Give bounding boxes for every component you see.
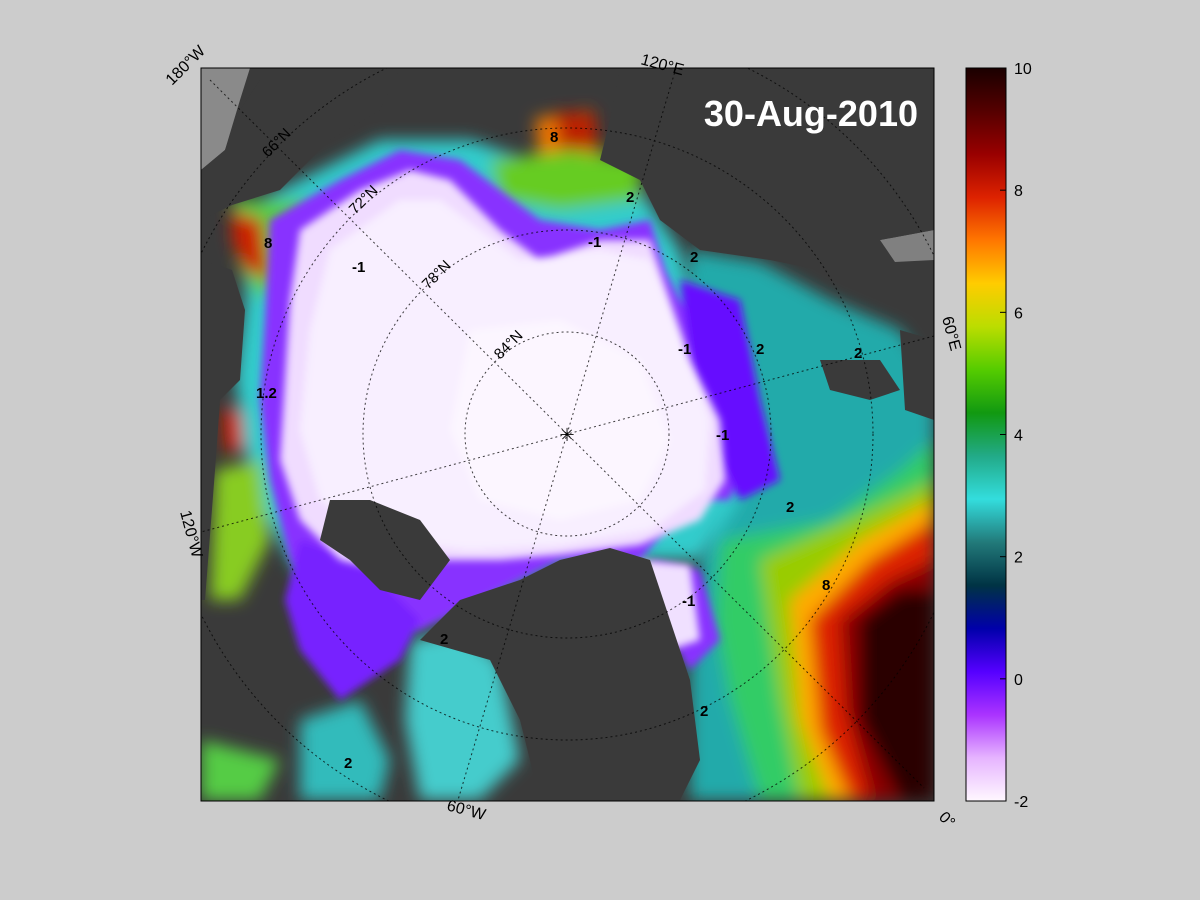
contour-label: 2	[786, 499, 794, 516]
colorbar-tick-label: 2	[1014, 550, 1023, 567]
latitude-circle-78	[362, 229, 772, 639]
latitude-circle-84	[464, 331, 670, 537]
land-grey-top-left	[201, 68, 250, 170]
contour-label: 8	[550, 129, 558, 146]
graticule	[201, 68, 934, 801]
colorbar: 10 8 6 4 2 0 -2	[965, 61, 1032, 811]
contour-labels: -1 -1 -1 -1 2 2 2 2 2 2 2 2 8 8 8 -1 1.2	[256, 129, 862, 772]
north-pole-marker: ✳	[559, 425, 574, 445]
contour-label: -1	[588, 234, 601, 251]
land-grey-right	[880, 230, 934, 262]
contour-label: 2	[690, 249, 698, 266]
greenland	[420, 548, 700, 800]
map-panel: ✳ 66°N 72°N 78°N 84°N -1 -1 -1 -1 2 2 2 …	[201, 68, 934, 801]
contour-label: 2	[626, 189, 634, 206]
latitude-circle-72	[260, 127, 874, 741]
contour-label: 2	[756, 341, 764, 358]
contour-label: 2	[700, 703, 708, 720]
contour-label: 2	[344, 755, 352, 772]
scandinavia	[900, 330, 934, 420]
contour-label: 8	[822, 577, 830, 594]
contour-label: 8	[264, 235, 272, 252]
colorbar-tick-label: 0	[1014, 672, 1023, 689]
colorbar-tick-label: 10	[1014, 61, 1032, 78]
contour-label: 2	[854, 345, 862, 362]
canadian-archipelago	[320, 500, 450, 600]
land-masses	[201, 68, 934, 800]
lon-label-0: 0°	[935, 809, 958, 832]
siberia-coast	[600, 68, 934, 270]
meridian-c	[201, 335, 934, 533]
contour-label: 1.2	[256, 385, 277, 402]
colorbar-ticks: 10 8 6 4 2 0 -2	[1000, 61, 1032, 811]
contour-label: -1	[352, 259, 365, 276]
contour-label: 2	[440, 631, 448, 648]
colorbar-tick-label: 6	[1014, 305, 1023, 322]
colorbar-tick-label: 4	[1014, 428, 1023, 445]
colorbar-tick-label: 8	[1014, 183, 1023, 200]
date-label: 30-Aug-2010	[704, 93, 918, 134]
contour-label: -1	[716, 427, 729, 444]
north-america-left	[201, 260, 245, 600]
alaska-coast	[201, 68, 400, 220]
contour-label: -1	[682, 593, 695, 610]
colorbar-fill	[965, 67, 1007, 802]
colorbar-tick-label: -2	[1014, 794, 1028, 811]
meridian-b	[457, 68, 677, 801]
lon-label-60e: 60°E	[938, 315, 963, 353]
novaya-zemlya	[820, 360, 900, 400]
contour-label: -1	[678, 341, 691, 358]
map-frame	[200, 67, 935, 802]
